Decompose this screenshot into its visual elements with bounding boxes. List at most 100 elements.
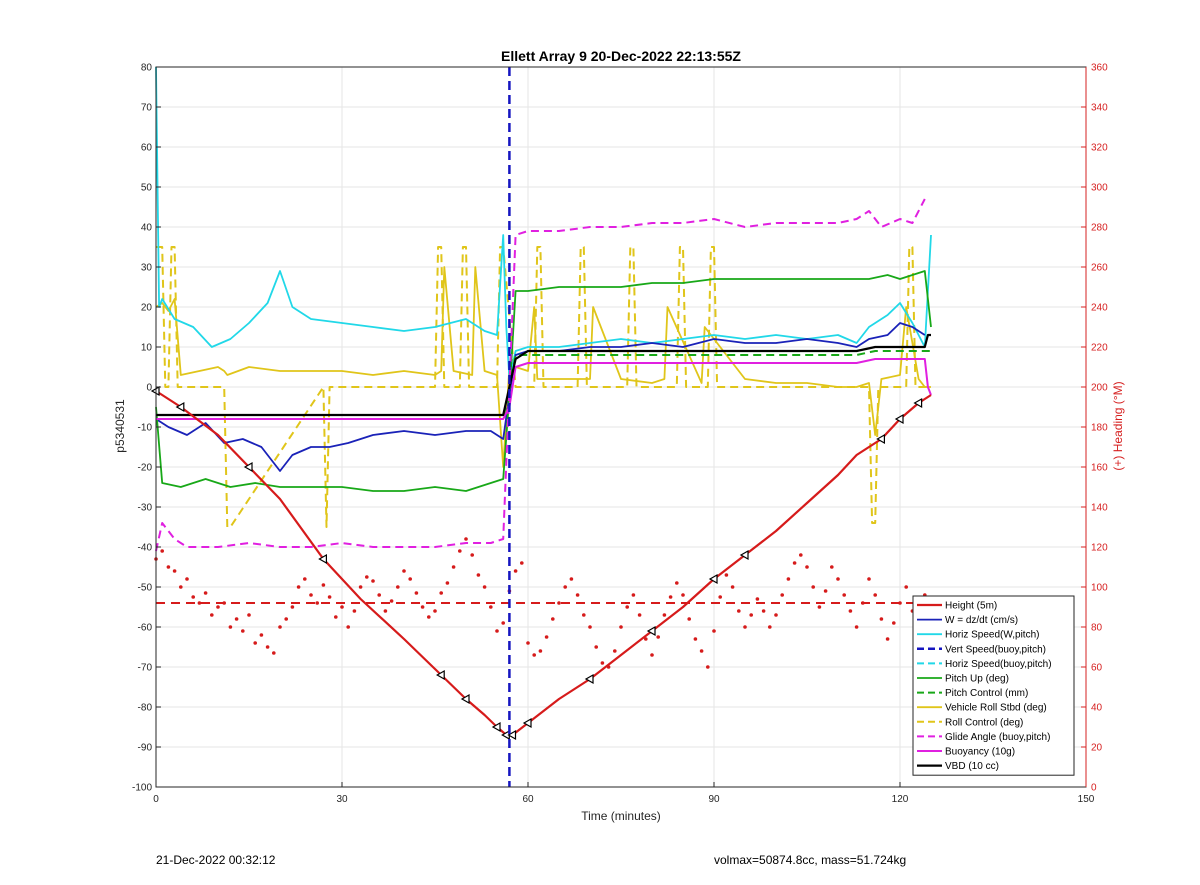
heading-point bbox=[631, 593, 636, 597]
heading-point bbox=[247, 613, 251, 617]
heading-point bbox=[712, 629, 716, 633]
height-marker bbox=[175, 401, 185, 413]
x-tick-label: 150 bbox=[1078, 794, 1095, 805]
heading-point bbox=[315, 601, 320, 605]
heading-point bbox=[241, 629, 245, 633]
y-right-tick-label: 280 bbox=[1091, 223, 1108, 234]
legend-label: Horiz Speed(W,pitch) bbox=[945, 630, 1039, 641]
heading-point bbox=[464, 537, 468, 541]
heading-point bbox=[551, 617, 555, 621]
heading-point bbox=[210, 613, 214, 617]
y-right-tick-label: 120 bbox=[1091, 543, 1108, 554]
heading-point bbox=[433, 609, 437, 613]
heading-point bbox=[445, 581, 450, 585]
heading-point bbox=[706, 665, 710, 669]
heading-point bbox=[389, 599, 394, 603]
y-tick-label: -100 bbox=[132, 783, 152, 794]
heading-point bbox=[557, 601, 561, 605]
heading-point bbox=[321, 583, 326, 587]
heading-point bbox=[861, 601, 865, 605]
heading-point bbox=[526, 641, 530, 645]
heading-point bbox=[402, 569, 406, 573]
heading-point bbox=[476, 573, 481, 577]
heading-point bbox=[303, 577, 307, 581]
y-tick-label: 60 bbox=[141, 143, 153, 154]
heading-point bbox=[600, 661, 605, 665]
x-tick-label: 30 bbox=[336, 794, 348, 805]
y-tick-label: -80 bbox=[138, 703, 153, 714]
heading-point bbox=[191, 595, 195, 599]
heading-point bbox=[681, 593, 685, 597]
legend-label: Vehicle Roll Stbd (deg) bbox=[945, 703, 1047, 714]
heading-point bbox=[544, 635, 549, 639]
legend-label: W = dz/dt (cm/s) bbox=[945, 615, 1018, 626]
heading-point bbox=[662, 613, 667, 617]
x-tick-label: 120 bbox=[892, 794, 909, 805]
height-marker bbox=[460, 693, 470, 705]
y-right-tick-label: 300 bbox=[1091, 183, 1108, 194]
legend-label: Horiz Speed(buoy,pitch) bbox=[945, 659, 1052, 670]
legend-label: Buoyancy (10g) bbox=[945, 747, 1015, 758]
y-tick-label: 70 bbox=[141, 103, 153, 114]
heading-point bbox=[179, 585, 183, 589]
heading-point bbox=[836, 577, 840, 581]
heading-point bbox=[774, 613, 778, 617]
legend-box bbox=[912, 595, 1075, 776]
y-right-tick-label: 240 bbox=[1091, 303, 1108, 314]
heading-point bbox=[675, 581, 679, 585]
x-axis-label: Time (minutes) bbox=[581, 809, 661, 823]
y-right-tick-label: 100 bbox=[1091, 583, 1108, 594]
heading-point bbox=[222, 601, 226, 605]
heading-point bbox=[805, 565, 809, 569]
y-tick-label: -50 bbox=[138, 583, 153, 594]
heading-point bbox=[383, 609, 388, 613]
height-marker bbox=[913, 397, 923, 409]
heading-point bbox=[513, 569, 518, 573]
heading-point bbox=[823, 589, 828, 593]
height-marker bbox=[491, 721, 501, 733]
heading-point bbox=[743, 625, 747, 629]
axes: 0 30 60 90 120 150-100-90-80-70-60-50-40-30-2… bbox=[132, 63, 1108, 806]
legend-label: Pitch Control (mm) bbox=[945, 688, 1028, 699]
series-line-1 bbox=[155, 322, 926, 472]
series-line-7 bbox=[155, 266, 931, 468]
heading-point bbox=[290, 605, 295, 609]
heading-point bbox=[197, 601, 202, 605]
heading-point bbox=[755, 597, 760, 601]
footer-info: volmax=50874.8cc, mass=51.724kg bbox=[714, 853, 907, 867]
heading-point bbox=[854, 625, 859, 629]
heading-point bbox=[749, 613, 753, 617]
legend-label: Roll Control (deg) bbox=[945, 717, 1023, 728]
height-marker bbox=[243, 461, 253, 473]
heading-point bbox=[272, 651, 276, 655]
y-tick-label: -90 bbox=[138, 743, 153, 754]
heading-point bbox=[873, 593, 877, 597]
heading-point bbox=[334, 615, 338, 619]
y-right-tick-label: 0 bbox=[1091, 783, 1097, 794]
heading-point bbox=[885, 637, 890, 641]
heading-point bbox=[185, 577, 189, 581]
y-right-tick-label: 80 bbox=[1091, 623, 1103, 634]
heading-point bbox=[792, 561, 797, 565]
heading-point bbox=[408, 577, 413, 581]
heading-point bbox=[358, 585, 363, 589]
y-right-tick-label: 60 bbox=[1091, 663, 1103, 674]
height-marker bbox=[646, 625, 656, 637]
heading-point bbox=[575, 593, 580, 597]
height-marker bbox=[522, 717, 532, 729]
y-tick-label: 20 bbox=[141, 303, 153, 314]
heading-point bbox=[693, 637, 698, 641]
legend: Height (5m) W = dz/dt (cm/s) Horiz Speed(W… bbox=[912, 595, 1075, 776]
y-tick-label: -30 bbox=[138, 503, 153, 514]
y-tick-label: -20 bbox=[138, 463, 153, 474]
height-marker bbox=[584, 673, 594, 685]
height-marker bbox=[708, 573, 718, 585]
heading-point bbox=[365, 575, 369, 579]
legend-label: VBD (10 cc) bbox=[945, 761, 999, 772]
x-tick-label: 0 bbox=[153, 794, 159, 805]
series-line-5 bbox=[155, 270, 932, 492]
heading-point bbox=[278, 625, 282, 629]
heading-point bbox=[296, 585, 301, 589]
heading-point bbox=[563, 585, 567, 589]
y-right-tick-label: 260 bbox=[1091, 263, 1108, 274]
